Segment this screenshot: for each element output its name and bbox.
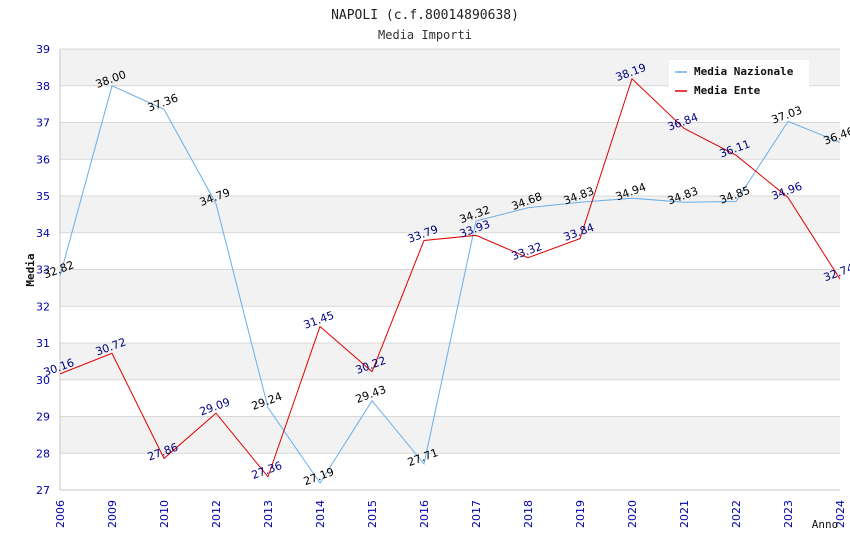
x-tick-label: 2009 <box>106 500 119 528</box>
x-tick-label: 2010 <box>158 500 171 528</box>
series-line-media-ente <box>59 77 841 478</box>
x-tick-label: 2017 <box>470 500 483 528</box>
y-tick-label: 37 <box>36 117 50 130</box>
grid-band <box>60 122 840 160</box>
y-tick-label: 28 <box>36 447 50 460</box>
legend-label-media-ente: Media Ente <box>694 84 761 97</box>
x-tick-label: 2019 <box>574 500 587 528</box>
y-tick-label: 35 <box>36 190 50 203</box>
x-axis-label: Anno <box>812 518 839 531</box>
y-tick-labels: 27 28 29 30 31 32 33 34 35 36 37 38 39 <box>36 43 50 497</box>
grid-band <box>60 269 840 307</box>
axes <box>59 49 840 491</box>
x-tick-label: 2018 <box>522 500 535 528</box>
y-tick-label: 38 <box>36 80 50 93</box>
legend-label-media-nazionale: Media Nazionale <box>694 65 794 78</box>
series-lines <box>59 77 841 484</box>
grid-band <box>60 416 840 454</box>
x-tick-label: 2006 <box>54 500 67 528</box>
y-tick-label: 32 <box>36 300 50 313</box>
data-label-media-ente: 29.09 <box>198 395 232 418</box>
y-tick-label: 31 <box>36 337 50 350</box>
data-label-media-ente: 33.32 <box>510 240 544 263</box>
x-tick-label: 2021 <box>678 500 691 528</box>
x-tick-label: 2020 <box>626 500 639 528</box>
data-label-media-nazionale: 29.24 <box>250 390 284 413</box>
plot-bands <box>60 49 840 454</box>
x-tick-label: 2024 <box>834 500 847 528</box>
y-tick-label: 39 <box>36 43 50 56</box>
y-tick-label: 27 <box>36 484 50 497</box>
legend: Media Nazionale Media Ente <box>669 60 809 100</box>
data-label-media-nazionale: 27.19 <box>302 465 336 488</box>
y-tick-label: 33 <box>36 264 50 277</box>
chart-title: NAPOLI (c.f.80014890638) <box>331 8 519 23</box>
y-axis-label: Media <box>24 253 37 286</box>
grid-band <box>60 343 840 380</box>
y-tick-label: 34 <box>36 227 50 240</box>
x-tick-label: 2022 <box>730 500 743 528</box>
x-tick-label: 2023 <box>782 500 795 528</box>
x-tick-label: 2014 <box>314 500 327 528</box>
data-label-media-nazionale: 37.36 <box>146 91 180 114</box>
x-tick-label: 2012 <box>210 500 223 528</box>
x-tick-label: 2013 <box>262 500 275 528</box>
series-line-media-nazionale <box>59 85 841 484</box>
y-tick-label: 36 <box>36 153 50 166</box>
chart-subtitle: Media Importi <box>378 28 472 42</box>
x-tick-labels: 2006 2009 2010 2012 2013 2014 2015 2016 2017 2018… <box>54 500 847 528</box>
legend-box <box>669 60 809 100</box>
y-tick-label: 29 <box>36 411 50 424</box>
x-tick-label: 2015 <box>366 500 379 528</box>
data-label-media-ente: 27.36 <box>250 459 284 482</box>
y-tick-label: 30 <box>36 374 50 387</box>
data-label-media-ente: 31.45 <box>302 309 336 332</box>
x-tick-label: 2016 <box>418 500 431 528</box>
